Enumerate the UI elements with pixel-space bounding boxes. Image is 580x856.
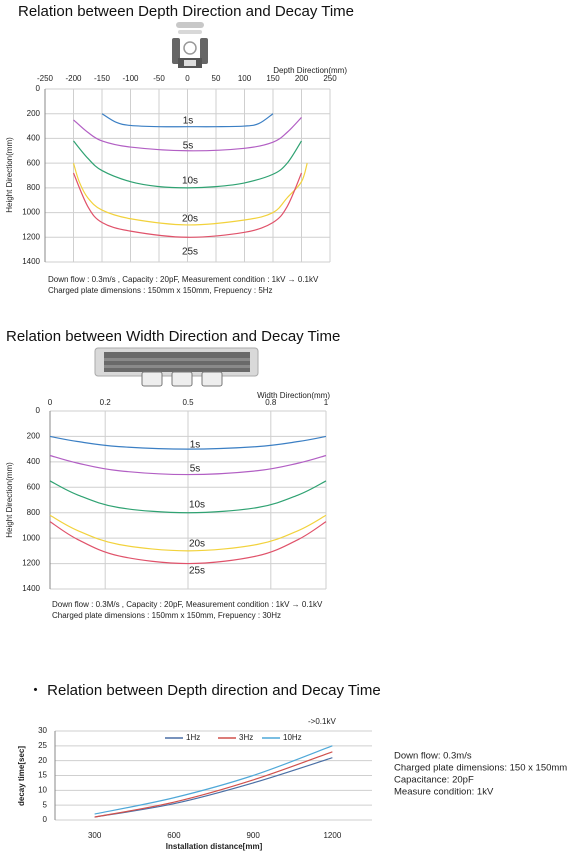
x-tick-label: 50 (212, 74, 221, 83)
x-tick-label: 100 (238, 74, 252, 83)
series-label: 5s (190, 464, 201, 475)
note: Charged plate dimensions: 150 x 150mm (394, 763, 567, 774)
series-label: 1s (190, 440, 201, 451)
note: Down flow : 0.3M/s , Capacity : 20pF, Me… (52, 600, 323, 609)
series-line (49, 514, 327, 552)
series-label: 10s (182, 176, 198, 187)
series-label: 20s (189, 539, 205, 550)
series-line (49, 521, 327, 565)
y-axis-label: Height Direction(mm) (5, 462, 14, 538)
note: Charged plate dimensions : 150mm x 150mm… (52, 611, 281, 620)
legend-label: 1Hz (186, 733, 200, 742)
y-tick-label: 30 (38, 726, 47, 735)
ionizer-icon (94, 347, 259, 387)
y-tick-label: 1200 (22, 559, 40, 568)
note: Down flow: 0.3m/s (394, 751, 472, 762)
series-line (94, 751, 333, 818)
y-tick-label: 600 (27, 158, 41, 167)
chart-title: Relation between Width Direction and Dec… (6, 328, 340, 345)
y-tick-label: 5 (43, 800, 48, 809)
series-label: 20s (182, 214, 198, 225)
y-tick-label: 15 (38, 771, 47, 780)
x-tick-label: 150 (266, 74, 280, 83)
series-line (72, 172, 303, 238)
y-tick-label: 800 (27, 508, 41, 517)
y-tick-label: 800 (27, 183, 41, 192)
series-line (72, 162, 308, 226)
y-tick-label: 400 (27, 134, 41, 143)
y-tick-label: 1400 (22, 257, 40, 266)
legend-label: 10Hz (283, 733, 302, 742)
series-label: 10s (189, 500, 205, 511)
y-tick-label: 10 (38, 785, 47, 794)
y-tick-label: 1000 (22, 208, 40, 217)
x-tick-label: 0.8 (265, 398, 277, 407)
y-tick-label: 0 (36, 84, 41, 93)
y-tick-label: 1200 (22, 232, 40, 241)
y-tick-label: 200 (27, 432, 41, 441)
y-tick-label: 400 (27, 457, 41, 466)
series-line (94, 745, 333, 815)
y-tick-label: 0 (43, 815, 48, 824)
y-axis-label: decay time[sec] (17, 746, 26, 806)
y-tick-label: 600 (27, 482, 41, 491)
y-tick-label: 200 (27, 109, 41, 118)
note: Down flow : 0.3m/s , Capacity : 20pF, Me… (48, 275, 319, 284)
legend-label: 3Hz (239, 733, 253, 742)
series-label: 1s (183, 116, 194, 127)
series-line (49, 480, 327, 514)
sensor-icon (172, 22, 208, 68)
series-line (49, 454, 327, 476)
series-line (101, 113, 274, 128)
note: Charged plate dimensions : 150mm x 150mm… (48, 286, 273, 295)
series-label: 5s (183, 141, 194, 152)
x-tick-label: 0 (185, 74, 190, 83)
x-tick-label: -50 (153, 74, 165, 83)
series-line (94, 757, 333, 818)
note: Capacitance: 20pF (394, 775, 474, 786)
y-tick-label: 1000 (22, 533, 40, 542)
chart-title: ・ Relation between Depth direction and D… (28, 682, 381, 699)
y-tick-label: 20 (38, 756, 47, 765)
x-tick-label: 900 (246, 831, 260, 840)
note: Measure condition: 1kV (394, 787, 494, 798)
x-axis-label: Installation distance[mm] (166, 842, 263, 851)
series-line (73, 140, 303, 189)
x-axis-label: Width Direction(mm) (257, 391, 330, 400)
annotation: ->0.1kV (308, 717, 336, 726)
y-axis-label: Height Direction(mm) (5, 137, 14, 213)
series-line (49, 435, 327, 450)
x-tick-label: 0 (48, 398, 53, 407)
x-tick-label: 1 (324, 398, 329, 407)
x-tick-label: 600 (167, 831, 181, 840)
x-tick-label: -150 (94, 74, 111, 83)
y-tick-label: 0 (36, 406, 41, 415)
x-tick-label: 300 (88, 831, 102, 840)
series-label: 25s (189, 566, 205, 577)
x-tick-label: 0.2 (100, 398, 112, 407)
x-tick-label: -100 (122, 74, 139, 83)
x-tick-label: 250 (323, 74, 337, 83)
x-tick-label: 0.5 (182, 398, 194, 407)
y-tick-label: 25 (38, 741, 47, 750)
y-tick-label: 1400 (22, 584, 40, 593)
x-tick-label: -250 (37, 74, 54, 83)
chart-title: Relation between Depth Direction and Dec… (18, 3, 354, 20)
x-tick-label: 1200 (323, 831, 341, 840)
x-axis-label: Depth Direction(mm) (273, 66, 347, 75)
x-tick-label: -200 (65, 74, 82, 83)
series-label: 25s (182, 247, 198, 258)
x-tick-label: 200 (295, 74, 309, 83)
series-line (73, 117, 302, 152)
